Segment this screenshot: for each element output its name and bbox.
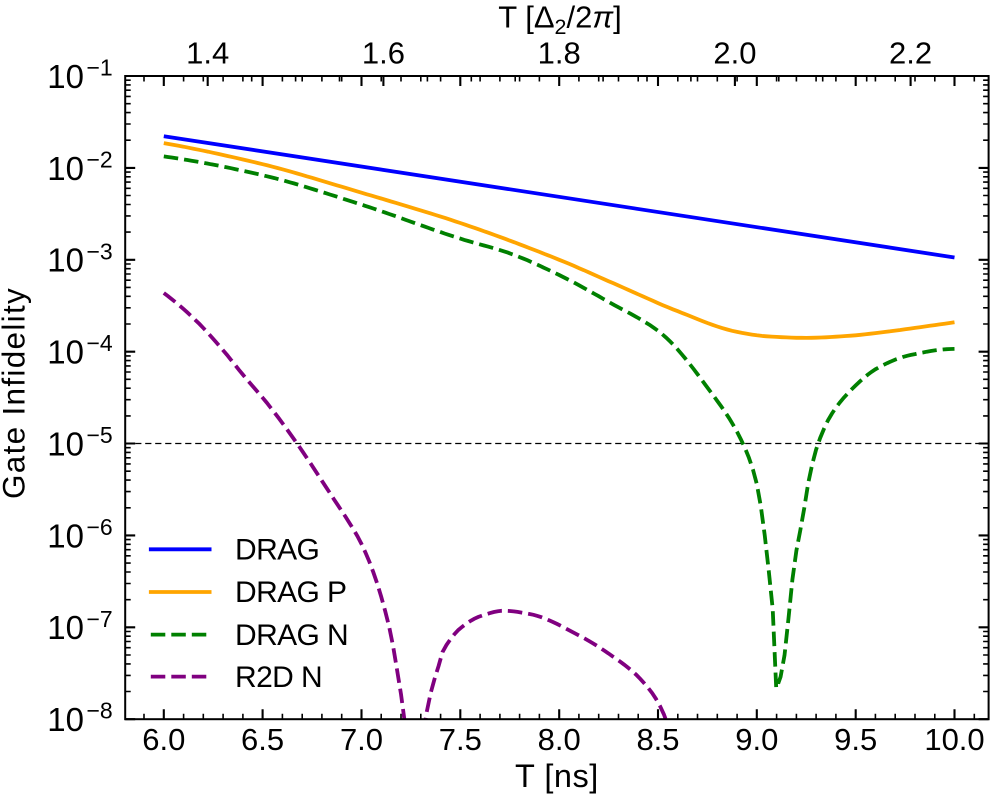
- svg-text:9.5: 9.5: [834, 722, 877, 757]
- svg-text:−8: −8: [87, 698, 113, 724]
- svg-text:T [ns]: T [ns]: [515, 758, 599, 794]
- svg-text:10.0: 10.0: [924, 722, 984, 757]
- svg-text:7.0: 7.0: [340, 722, 383, 757]
- svg-text:−2: −2: [87, 146, 113, 172]
- svg-text:6.5: 6.5: [241, 722, 284, 757]
- svg-text:10: 10: [47, 150, 84, 187]
- svg-text:DRAG N: DRAG N: [235, 619, 348, 652]
- svg-text:10: 10: [47, 58, 84, 95]
- svg-text:1.4: 1.4: [186, 36, 229, 71]
- svg-text:1.8: 1.8: [538, 36, 581, 71]
- svg-text:−4: −4: [87, 330, 113, 356]
- svg-text:8.5: 8.5: [636, 722, 679, 757]
- svg-text:10: 10: [47, 609, 84, 646]
- svg-text:10: 10: [47, 517, 84, 554]
- svg-text:−6: −6: [87, 514, 113, 540]
- svg-text:7.5: 7.5: [439, 722, 482, 757]
- svg-text:6.0: 6.0: [142, 722, 185, 757]
- svg-text:10: 10: [47, 701, 84, 738]
- svg-text:DRAG: DRAG: [235, 534, 319, 567]
- svg-text:R2D N: R2D N: [235, 661, 322, 694]
- svg-text:8.0: 8.0: [538, 722, 581, 757]
- svg-text:Gate Infidelity: Gate Infidelity: [0, 287, 32, 499]
- svg-text:10: 10: [47, 242, 84, 279]
- svg-text:−5: −5: [87, 422, 113, 448]
- svg-text:−3: −3: [87, 238, 113, 264]
- svg-text:1.6: 1.6: [362, 36, 405, 71]
- svg-text:DRAG P: DRAG P: [235, 576, 346, 609]
- svg-text:2.0: 2.0: [713, 36, 756, 71]
- svg-text:2.2: 2.2: [889, 36, 932, 71]
- svg-text:10: 10: [47, 334, 84, 371]
- svg-text:10: 10: [47, 425, 84, 462]
- svg-text:−1: −1: [87, 55, 113, 81]
- svg-text:9.0: 9.0: [735, 722, 778, 757]
- svg-text:−7: −7: [87, 606, 113, 632]
